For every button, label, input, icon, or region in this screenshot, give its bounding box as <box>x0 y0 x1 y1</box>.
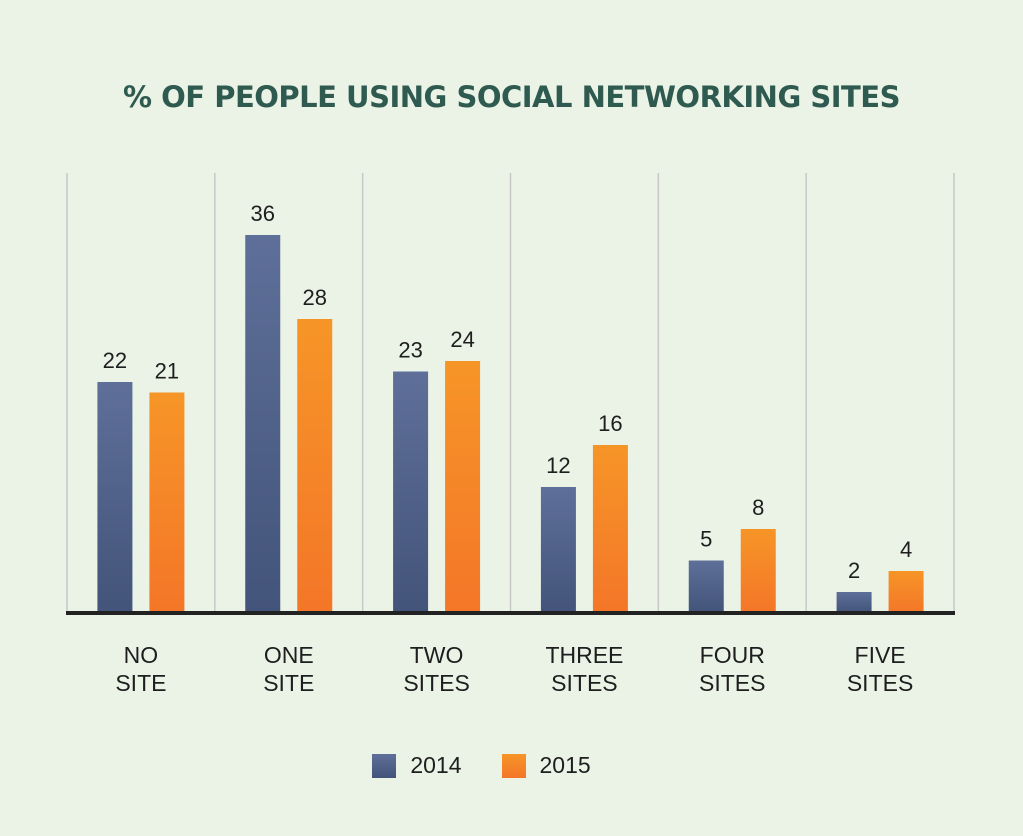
bar-2015-0 <box>149 392 185 613</box>
data-label: 5 <box>700 527 712 552</box>
x-tick-label: SITES <box>847 670 913 696</box>
legend-swatch-2014 <box>372 753 397 778</box>
x-tick-label: THREE <box>545 642 623 668</box>
data-label: 8 <box>752 495 764 520</box>
data-label: 2 <box>848 558 860 583</box>
bar-2015-4 <box>740 529 776 613</box>
x-tick-label: SITES <box>551 670 617 696</box>
bar-2015-5 <box>888 571 924 613</box>
legend-swatch-2015 <box>501 753 526 778</box>
x-tick-label: TWO <box>410 642 464 668</box>
data-label: 28 <box>303 285 327 310</box>
bar-2014-5 <box>836 592 872 613</box>
legend-item-2015: 2015 <box>501 752 591 779</box>
bar-2014-2 <box>393 371 429 613</box>
legend-label-2014: 2014 <box>410 752 462 778</box>
x-tick-label: ONE <box>264 642 314 668</box>
bar-2014-1 <box>245 235 281 613</box>
x-tick-label: SITES <box>403 670 469 696</box>
x-tick-label: NO <box>124 642 159 668</box>
x-tick-label: SITE <box>115 670 166 696</box>
data-label: 23 <box>398 338 422 363</box>
x-tick-label: SITE <box>263 670 314 696</box>
data-label: 16 <box>598 411 622 436</box>
chart-title: % OF PEOPLE USING SOCIAL NETWORKING SITE… <box>122 80 901 114</box>
data-label: 12 <box>546 453 570 478</box>
bar-2014-0 <box>97 382 133 613</box>
bar-2015-3 <box>592 445 628 613</box>
data-label: 4 <box>900 537 912 562</box>
legend-label-2015: 2015 <box>539 752 591 778</box>
data-label: 24 <box>450 327 474 352</box>
x-tick-label: FIVE <box>855 642 906 668</box>
legend-item-2014: 2014 <box>372 752 462 779</box>
x-tick-label: SITES <box>699 670 765 696</box>
bar-2014-4 <box>688 560 724 613</box>
data-label: 22 <box>103 348 127 373</box>
bar-2014-3 <box>540 487 576 613</box>
bar-2015-1 <box>297 319 333 613</box>
bar-2015-2 <box>445 361 481 613</box>
data-label: 21 <box>155 359 179 384</box>
data-label: 36 <box>251 201 275 226</box>
legend: 2014 2015 <box>0 752 993 779</box>
x-tick-label: FOUR <box>700 642 765 668</box>
